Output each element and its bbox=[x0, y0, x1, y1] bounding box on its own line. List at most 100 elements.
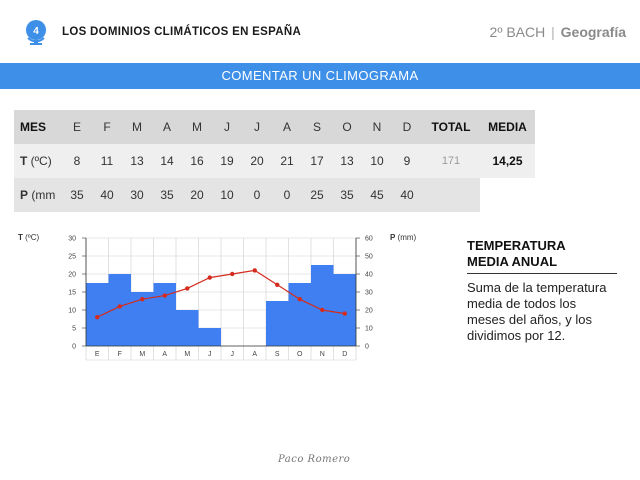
explanation-title-line2: MEDIA ANUAL bbox=[467, 254, 558, 269]
unit-number: 4 bbox=[33, 26, 39, 37]
temperature-point bbox=[117, 304, 122, 309]
row-label-temperature: T (ºC) bbox=[14, 144, 62, 178]
precip-cell: 35 bbox=[332, 178, 362, 212]
temperature-point bbox=[297, 297, 302, 302]
right-axis-label-bold: P bbox=[390, 233, 396, 242]
month-tick-label: D bbox=[342, 351, 347, 358]
month-header: E bbox=[62, 110, 92, 144]
left-tick-label: 5 bbox=[72, 326, 76, 333]
precipitation-bar bbox=[288, 283, 311, 346]
month-tick-label: A bbox=[162, 351, 167, 358]
precip-cell: 35 bbox=[152, 178, 182, 212]
month-header: M bbox=[122, 110, 152, 144]
temp-cell: 10 bbox=[362, 144, 392, 178]
right-axis-label-unit: (mm) bbox=[395, 233, 416, 242]
explanation-text: Suma de la temperatura media de todos lo… bbox=[467, 280, 607, 343]
temp-total: 171 bbox=[422, 144, 480, 178]
month-tick-label: N bbox=[320, 351, 325, 358]
right-tick-label: 60 bbox=[365, 236, 373, 243]
explanation-panel: TEMPERATURA MEDIA ANUAL Suma de la tempe… bbox=[467, 238, 617, 344]
course-name: 2º BACH bbox=[489, 24, 546, 40]
chart-axes bbox=[82, 237, 360, 347]
temp-cell: 13 bbox=[122, 144, 152, 178]
right-tick-label: 20 bbox=[365, 308, 373, 315]
month-header: M bbox=[182, 110, 212, 144]
table-row-temperature: T (ºC) 8 11 13 14 16 19 20 21 17 13 10 9… bbox=[14, 144, 535, 178]
header-cell-media: MEDIA bbox=[480, 110, 535, 144]
row-label-bold: T bbox=[20, 154, 28, 168]
month-header: J bbox=[212, 110, 242, 144]
temp-media: 14,25 bbox=[480, 144, 535, 178]
month-tick-label: M bbox=[184, 351, 190, 358]
temp-cell: 16 bbox=[182, 144, 212, 178]
table-row-precipitation: P (mm 35 40 30 35 20 10 0 0 25 35 45 40 bbox=[14, 178, 535, 212]
month-tick-label: E bbox=[95, 351, 100, 358]
month-header: S bbox=[302, 110, 332, 144]
temperature-point bbox=[140, 297, 145, 302]
author-signature: Paco Romero bbox=[278, 454, 351, 465]
precipitation-bar bbox=[311, 265, 334, 346]
right-tick-label: 30 bbox=[365, 290, 373, 297]
temperature-point bbox=[320, 307, 325, 313]
precip-cell: 45 bbox=[362, 178, 392, 212]
month-tick-label: O bbox=[297, 351, 303, 358]
temp-cell: 9 bbox=[392, 144, 422, 178]
precip-media bbox=[480, 178, 535, 212]
left-axis-label-bold: T bbox=[18, 233, 23, 242]
precipitation-bar bbox=[86, 283, 109, 346]
row-label-unit: (mm bbox=[28, 188, 56, 202]
globe-icon: 4 bbox=[26, 20, 46, 45]
right-tick-label: 40 bbox=[365, 272, 373, 279]
temp-cell: 19 bbox=[212, 144, 242, 178]
precipitation-bar bbox=[266, 301, 289, 346]
section-banner: COMENTAR UN CLIMOGRAMA bbox=[0, 63, 640, 89]
precip-cell: 10 bbox=[212, 178, 242, 212]
temp-cell: 20 bbox=[242, 144, 272, 178]
temp-cell: 11 bbox=[92, 144, 122, 178]
precipitation-bar bbox=[153, 283, 176, 346]
left-tick-label: 10 bbox=[68, 308, 76, 315]
precip-cell: 20 bbox=[182, 178, 212, 212]
row-label-precipitation: P (mm bbox=[14, 178, 62, 212]
right-tick-label: 0 bbox=[365, 344, 369, 351]
month-tick-label: S bbox=[275, 351, 280, 358]
temperature-line bbox=[95, 268, 347, 320]
precipitation-bar bbox=[108, 274, 131, 346]
left-tick-label: 20 bbox=[68, 272, 76, 279]
temperature-point bbox=[162, 293, 167, 298]
month-tick-label: F bbox=[118, 351, 122, 358]
right-tick-label: 50 bbox=[365, 254, 373, 261]
temperature-point bbox=[207, 275, 212, 280]
month-header: J bbox=[242, 110, 272, 144]
precip-cell: 0 bbox=[272, 178, 302, 212]
month-header: A bbox=[272, 110, 302, 144]
left-axis-label-unit: (ºC) bbox=[23, 233, 40, 242]
precipitation-bar bbox=[176, 310, 199, 346]
precip-cell: 40 bbox=[392, 178, 422, 212]
precipitation-bar bbox=[333, 274, 356, 346]
temperature-point bbox=[275, 282, 280, 287]
temperature-point bbox=[95, 315, 100, 320]
month-header: F bbox=[92, 110, 122, 144]
table-header-row: MES E F M A M J J A S O N D TOTAL MEDIA bbox=[14, 110, 535, 144]
month-header: A bbox=[152, 110, 182, 144]
precip-cell: 25 bbox=[302, 178, 332, 212]
temperature-point bbox=[185, 286, 190, 291]
precipitation-bar bbox=[198, 328, 221, 346]
climogram-chart: T (ºC) P (mm) 0 5 10 15 20 25 30 0 10 20 30 40 50 60 E… bbox=[18, 233, 417, 361]
precipitation-bars bbox=[86, 265, 356, 346]
month-tick-label: A bbox=[252, 351, 257, 358]
left-axis-label: T (ºC) bbox=[18, 233, 39, 242]
explanation-title-line1: TEMPERATURA bbox=[467, 238, 566, 253]
climate-data-table: MES E F M A M J J A S O N D TOTAL MEDIA … bbox=[14, 110, 535, 212]
row-label-unit: (ºC) bbox=[27, 154, 52, 168]
temperature-point bbox=[230, 271, 235, 277]
header: 4 LOS DOMINIOS CLIMÁTICOS EN ESPAÑA 2º B… bbox=[0, 0, 640, 62]
row-label-bold: P bbox=[20, 188, 29, 202]
month-tick-label: J bbox=[208, 351, 212, 358]
left-tick-label: 0 bbox=[72, 344, 76, 351]
precip-cell: 35 bbox=[62, 178, 92, 212]
precipitation-bar bbox=[131, 292, 154, 346]
title-underline bbox=[467, 273, 617, 274]
left-tick-label: 15 bbox=[68, 290, 76, 297]
